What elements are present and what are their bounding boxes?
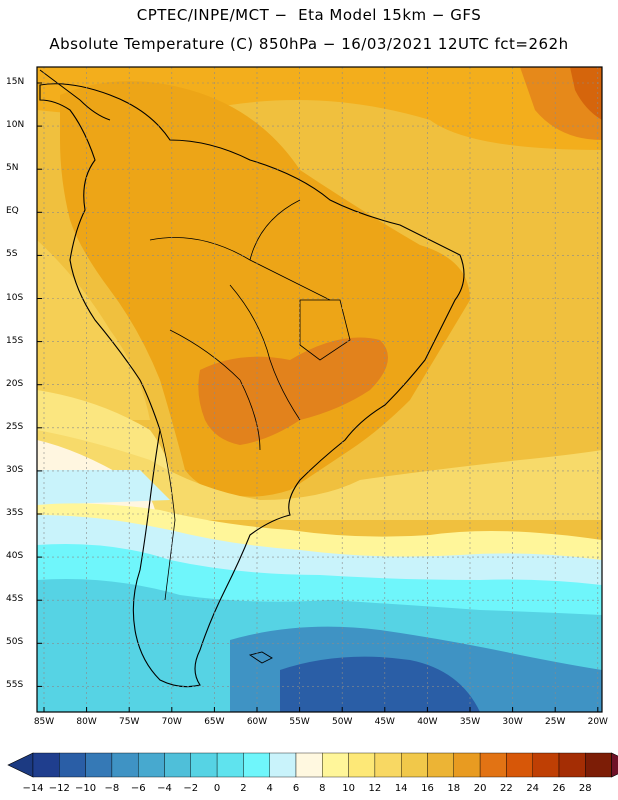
lat-label-35S: 35S [6,508,24,518]
colorbar-label: −10 [75,783,97,794]
colorbar-cell [137,752,165,778]
colorbar-cell [532,752,560,778]
lon-label-75W: 75W [119,717,140,727]
colorbar-label: 8 [319,783,326,794]
colorbar-label: −6 [130,783,146,794]
lat-label-30S: 30S [6,464,24,475]
lon-label-25W: 25W [545,717,566,727]
colorbar-cell [558,752,586,778]
colorbar-label: −14 [22,783,44,794]
lat-label-10S: 10S [6,292,24,303]
field-pacific-cold-tongue [37,470,170,505]
colorbar-label: −4 [157,783,172,794]
field-pacific-mild [37,240,150,420]
field-subtropical [37,430,602,520]
colorbar-label: 18 [447,783,461,794]
colorbar-cell [322,752,349,778]
field-south-deep-blue [280,656,480,712]
colorbar-cell [32,752,60,778]
colorbar-cell [269,752,297,778]
colorbar-cell [585,752,612,778]
colorbar-label: 6 [292,783,300,794]
border-line-chile-argentina [159,429,176,601]
lon-label-40W: 40W [417,717,438,727]
colorbar-label: 26 [552,783,566,794]
colorbar-label: 12 [368,783,382,794]
colorbar-cell [401,752,428,778]
chart-title-field: Absolute Temperature (C) 850hPa − 16/03/… [49,35,569,53]
colorbar-label: 16 [421,783,434,794]
colorbar-cell [111,752,139,778]
lat-label-50S: 50S [6,637,24,648]
border-line-4 [299,299,351,361]
colorbar-cell [59,752,86,778]
colorbar-cell [243,752,270,778]
colorbar-high-arrow [611,752,618,778]
colorbar-cell [216,752,244,778]
colorbar-cell [85,752,113,778]
central-america-coast [39,69,111,121]
temperature-field [37,67,602,712]
lon-label-85W: 85W [33,717,55,727]
coastline [39,83,465,688]
lon-label-55W: 55W [289,717,310,727]
colorbar-cell [164,752,191,778]
colorbar-cell [427,752,454,778]
lon-label-50W: 50W [332,717,353,727]
map-frame [36,66,603,713]
colorbar-label: 2 [240,783,247,794]
colorbar-label: 14 [394,783,408,794]
lon-label-70W: 70W [161,717,182,727]
lon-label-45W: 45W [374,717,395,727]
lat-label-15S: 15S [6,335,24,346]
field-continent-warm [60,81,470,497]
colorbar-label: 10 [342,783,355,794]
grid-lines [37,67,602,712]
lat-label-55S: 55S [6,680,24,691]
lon-label-60W: 60W [246,717,268,727]
colorbar-cell [190,752,218,778]
colorbar-low-arrow [7,752,34,778]
lon-label-80W: 80W [76,717,97,727]
colorbar-label: 0 [213,783,221,794]
field-north-hotter [570,67,602,120]
lat-label-EQ: EQ [6,206,19,217]
border-line-3 [169,329,261,451]
lat-label-40S: 40S [6,551,24,562]
lat-label-5N: 5N [6,163,19,174]
colorbar-cell [348,752,376,778]
lon-label-65W: 65W [204,717,225,727]
axis-ticks [37,82,599,712]
colorbar-label: 20 [473,783,487,794]
colorbar-cell [506,752,533,778]
colorbar-cell [453,752,481,778]
lon-label-20W: 20W [587,717,608,727]
colorbar-label: −12 [48,783,70,794]
chart-title-model: CPTEC/INPE/MCT − Eta Model 15km − GFS [136,6,482,24]
colorbar [7,752,618,778]
colorbar-cell [295,752,323,778]
colorbar-label: 28 [578,783,592,794]
lon-label-35W: 35W [459,717,481,727]
falkland-islands [248,651,273,664]
colorbar-label: 4 [266,783,273,794]
lat-label-25S: 25S [6,421,24,432]
lat-label-10N: 10N [6,120,25,131]
lat-label-5S: 5S [6,249,18,260]
lat-label-15N: 15N [6,77,25,87]
colorbar-cell [374,752,402,778]
colorbar-label: 24 [526,783,540,794]
colorbar-cells [7,752,618,778]
lat-label-45S: 45S [6,594,24,605]
colorbar-cell [479,752,507,778]
border-line-5 [249,199,301,261]
border-line-2 [229,284,301,421]
colorbar-label: −2 [183,783,199,794]
colorbar-label: −8 [104,783,120,794]
lon-label-30W: 30W [502,717,523,727]
lat-label-20S: 20S [6,378,24,389]
colorbar-label: 22 [500,783,513,794]
field-central-hot [198,337,388,445]
